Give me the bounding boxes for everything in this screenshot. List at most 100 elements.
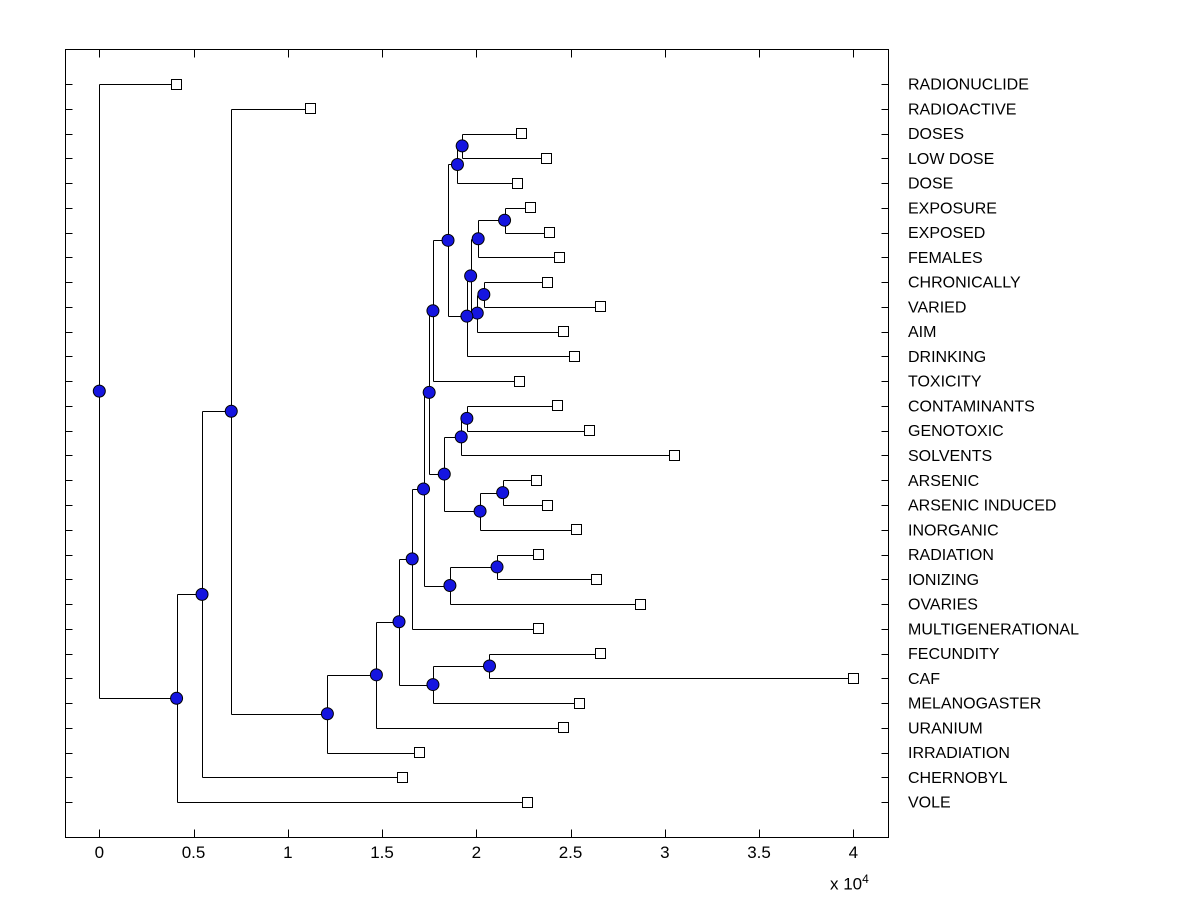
leaf-label: ARSENIC [908,473,979,490]
x-axis-multiplier-exponent: 4 [862,872,869,886]
x-tick-label: 4 [849,843,858,862]
leaf-label: CAF [908,671,940,688]
internal-node-marker [482,659,496,673]
internal-node-marker [450,157,464,171]
internal-node-marker [477,288,491,302]
internal-node-marker [392,615,406,629]
internal-node-marker [170,691,184,705]
leaf-label: DOSE [908,176,953,193]
internal-node-marker [437,467,451,481]
leaf-marker [533,549,544,560]
leaf-label: INORGANIC [908,522,999,539]
leaf-marker [558,326,569,337]
leaf-marker [574,698,585,709]
x-tick-label: 2.5 [559,843,583,862]
leaf-marker [552,400,563,411]
leaf-marker [516,128,527,139]
leaf-marker [531,475,542,486]
leaf-marker [595,301,606,312]
leaf-label: EXPOSED [908,225,985,242]
x-tick-label: 3 [660,843,669,862]
x-tick-label: 0.5 [182,843,206,862]
leaf-label: CONTAMINANTS [908,398,1035,415]
internal-node-marker [454,430,468,444]
leaf-label: RADIATION [908,547,994,564]
internal-node-marker [422,385,436,399]
leaf-marker [522,797,533,808]
internal-node-marker [441,233,455,247]
internal-node-marker [426,678,440,692]
leaf-marker [635,599,646,610]
leaf-marker [669,450,680,461]
leaf-marker [512,178,523,189]
leaf-label: VARIED [908,299,966,316]
leaf-label: DOSES [908,126,964,143]
x-tick-label: 3.5 [747,843,771,862]
internal-node-marker [405,552,419,566]
leaf-label: FEMALES [908,250,983,267]
leaf-marker [571,524,582,535]
leaf-label: ARSENIC INDUCED [908,498,1056,515]
leaf-label: RADIONUCLIDE [908,77,1029,94]
leaf-label: SOLVENTS [908,448,992,465]
plot-box [65,49,889,838]
internal-node-marker [369,668,383,682]
leaf-label: IRRADIATION [908,745,1010,762]
leaf-label: MELANOGASTER [908,696,1041,713]
x-axis-multiplier: x 104 [830,872,869,895]
leaf-label: TOXICITY [908,374,982,391]
x-tick-label: 0 [95,843,104,862]
leaf-marker [525,202,536,213]
leaf-marker [541,153,552,164]
leaf-marker [569,351,580,362]
x-axis-multiplier-base: x 10 [830,874,863,894]
internal-node-marker [490,560,504,574]
internal-node-marker [92,384,106,398]
internal-node-marker [460,411,474,425]
internal-node-marker [496,486,510,500]
internal-node-marker [455,139,469,153]
leaf-marker [542,500,553,511]
leaf-label: VOLE [908,795,951,812]
leaf-label: OVARIES [908,597,978,614]
leaf-marker [533,623,544,634]
leaf-marker [305,103,316,114]
leaf-marker [595,648,606,659]
internal-node-marker [471,232,485,246]
internal-node-marker [464,269,478,283]
leaf-label: AIM [908,324,936,341]
internal-node-marker [224,404,238,418]
leaf-label: URANIUM [908,720,983,737]
leaf-marker [542,277,553,288]
leaf-label: RADIOACTIVE [908,101,1016,118]
internal-node-marker [498,213,512,227]
x-tick-label: 1 [283,843,292,862]
internal-node-marker [426,304,440,318]
leaf-label: LOW DOSE [908,151,994,168]
internal-node-marker [195,587,209,601]
leaf-label: IONIZING [908,572,979,589]
x-tick-label: 1.5 [370,843,394,862]
leaf-marker [584,425,595,436]
leaf-marker [554,252,565,263]
leaf-marker [544,227,555,238]
internal-node-marker [417,482,431,496]
leaf-marker [848,673,859,684]
leaf-marker [397,772,408,783]
leaf-label: FECUNDITY [908,646,1000,663]
leaf-label: CHERNOBYL [908,770,1008,787]
internal-node-marker [443,579,457,593]
leaf-marker [514,376,525,387]
leaf-label: DRINKING [908,349,986,366]
leaf-marker [414,747,425,758]
leaf-marker [558,722,569,733]
leaf-label: MULTIGENERATIONAL [908,621,1079,638]
x-tick-label: 2 [472,843,481,862]
leaf-label: GENOTOXIC [908,423,1004,440]
leaf-marker [171,79,182,90]
internal-node-marker [473,504,487,518]
leaf-label: CHRONICALLY [908,275,1021,292]
internal-node-marker [460,309,474,323]
